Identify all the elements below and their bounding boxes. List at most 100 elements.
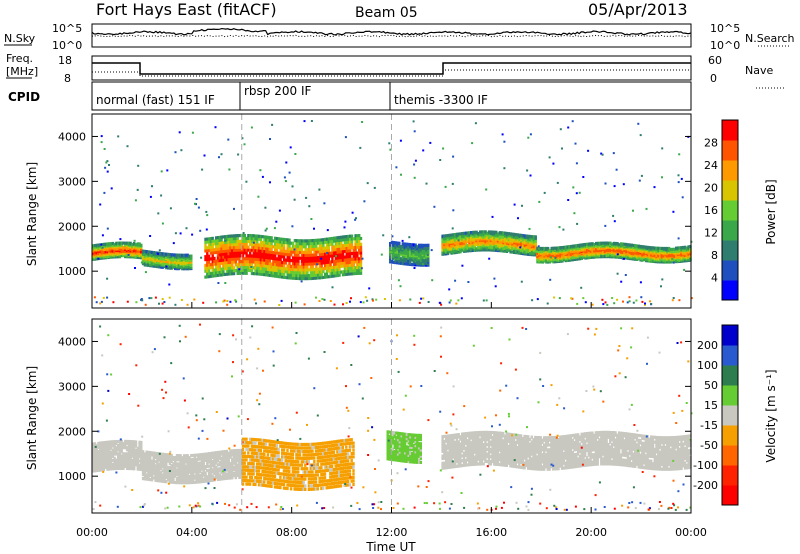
power-speckle [218, 156, 220, 159]
power-cell [241, 254, 245, 258]
power-speckle [136, 188, 139, 191]
power-cell [288, 264, 291, 268]
power-cell [222, 264, 225, 268]
power-speckle [257, 195, 260, 198]
power-cell [554, 260, 557, 264]
power-cell [300, 242, 304, 246]
power-cell [175, 253, 179, 257]
power-cell [324, 264, 327, 268]
power-cell [279, 266, 282, 270]
power-cell [227, 272, 230, 276]
power-speckle [149, 195, 152, 198]
power-cell [297, 245, 300, 249]
power-cell [252, 260, 255, 264]
power-cell [358, 234, 361, 238]
power-cell [347, 240, 350, 244]
power-clutter [154, 296, 157, 299]
power-cell [403, 250, 406, 254]
power-cell [272, 265, 275, 269]
power-cell [231, 240, 234, 244]
power-cell [462, 231, 466, 235]
power-clutter [150, 297, 153, 300]
power-cell [320, 252, 323, 256]
power-cell [571, 256, 575, 260]
power-cell [350, 237, 354, 241]
power-cell [274, 239, 277, 243]
power-speckle [601, 153, 604, 156]
power-cell [290, 273, 293, 277]
power-cell [282, 243, 286, 247]
power-cell [256, 254, 259, 258]
power-speckle [412, 120, 415, 123]
power-cell [232, 251, 236, 255]
power-clutter [482, 299, 485, 302]
power-cell [309, 250, 313, 254]
power-cell [277, 263, 280, 267]
power-cell [561, 246, 564, 250]
power-cell [315, 253, 318, 257]
power-cell [207, 248, 211, 253]
power-cell [274, 245, 277, 249]
power-speckle [106, 160, 109, 163]
power-cell [354, 271, 357, 276]
power-cell [249, 234, 252, 238]
power-cell [293, 259, 297, 263]
power-speckle [567, 126, 570, 129]
power-clutter [613, 302, 616, 305]
power-cell [168, 253, 172, 257]
power-cell [441, 251, 444, 255]
power-cell [316, 238, 320, 242]
power-cell [293, 256, 297, 260]
power-cell [313, 238, 316, 243]
power-clutter [226, 303, 229, 306]
power-speckle [461, 264, 464, 267]
noise-search-trace [91, 34, 692, 38]
power-cell [304, 277, 307, 281]
power-cell [334, 262, 338, 266]
power-cell [247, 263, 250, 267]
power-cell [286, 270, 289, 274]
power-cell [304, 250, 307, 255]
power-speckle [672, 261, 675, 264]
power-cell [315, 250, 318, 254]
power-cell [252, 234, 255, 238]
power-cell [284, 267, 288, 271]
power-cell [234, 242, 238, 246]
power-cell [227, 255, 230, 259]
power-cell [341, 247, 345, 251]
power-cell [218, 261, 221, 266]
power-cell [543, 258, 546, 262]
power-cell [234, 260, 238, 264]
freq-bottom: 8 [64, 72, 71, 85]
power-cell [477, 231, 480, 236]
power-cell [250, 234, 254, 238]
power-cell [325, 249, 329, 253]
power-cell [307, 245, 311, 249]
power-cell [343, 241, 347, 245]
power-cell [232, 266, 236, 270]
power-cell [399, 245, 403, 249]
power-cell [243, 265, 246, 269]
power-cell [204, 269, 207, 273]
power-cell [313, 267, 316, 272]
power-cell [229, 240, 232, 244]
power-cell [265, 261, 268, 265]
power-cell [548, 248, 552, 253]
power-cell [270, 244, 273, 249]
power-cell [329, 242, 332, 247]
power-speckle [580, 286, 583, 289]
power-cell [215, 274, 218, 278]
power-cell [311, 259, 314, 263]
power-cell [274, 251, 277, 255]
power-clutter [161, 302, 164, 305]
power-cell [272, 253, 275, 258]
power-cell [309, 259, 313, 263]
power-speckle [261, 175, 264, 178]
power-cell [523, 246, 527, 250]
power-clutter [362, 301, 365, 304]
power-cell [482, 230, 485, 234]
power-cell [138, 242, 141, 246]
power-cell [206, 260, 209, 264]
power-cell [300, 262, 304, 266]
power-cell [336, 265, 339, 269]
